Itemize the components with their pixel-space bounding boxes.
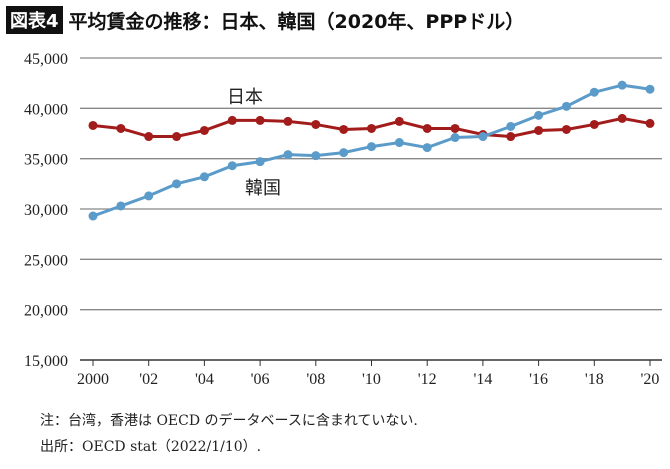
y-tick-label: 25,000	[24, 252, 68, 269]
data-point	[199, 125, 209, 135]
y-tick-label: 40,000	[24, 101, 68, 118]
data-point	[227, 115, 237, 125]
data-point	[367, 142, 376, 152]
data-point	[450, 123, 460, 133]
data-point	[506, 121, 516, 131]
y-tick-label: 45,000	[24, 51, 68, 68]
data-point	[283, 116, 293, 126]
data-point	[561, 124, 571, 134]
x-tick-label: '14	[473, 371, 492, 388]
data-point	[339, 124, 349, 134]
data-point	[283, 150, 293, 160]
data-point	[255, 157, 265, 167]
x-tick-label: '20	[641, 371, 660, 388]
x-tick-label: 2000	[77, 371, 109, 388]
data-point	[339, 148, 349, 158]
x-tick-label: '16	[529, 371, 548, 388]
x-tick-label: '18	[585, 371, 604, 388]
x-tick-label: '10	[362, 371, 381, 388]
data-point	[506, 132, 516, 142]
data-point	[116, 201, 126, 211]
data-point	[617, 113, 627, 123]
data-point	[394, 138, 404, 148]
y-tick-label: 20,000	[24, 303, 68, 320]
note-text: 注：台湾，香港は OECD のデータベースに含まれていない.	[40, 413, 418, 429]
data-point	[534, 125, 544, 135]
data-point	[645, 118, 655, 128]
data-point	[144, 132, 154, 142]
data-point	[227, 161, 237, 171]
data-point	[589, 87, 599, 97]
data-point	[88, 211, 98, 221]
data-point	[561, 101, 571, 111]
data-point	[311, 151, 321, 161]
data-point	[478, 132, 488, 142]
data-point	[534, 110, 544, 120]
y-tick-label: 30,000	[24, 202, 68, 219]
x-tick-label: '02	[139, 371, 158, 388]
x-tick-label: '04	[195, 371, 214, 388]
data-point	[367, 123, 376, 133]
data-point	[172, 179, 182, 189]
x-tick-label: '12	[418, 371, 437, 388]
x-tick-label: '08	[306, 371, 325, 388]
x-tick-label: '06	[251, 371, 270, 388]
data-point	[394, 116, 404, 126]
data-point	[88, 120, 98, 130]
data-point	[645, 84, 655, 94]
y-tick-label: 35,000	[24, 152, 68, 169]
data-point	[589, 119, 599, 129]
title-text: 平均賃金の推移：日本、韓国（2020年、PPPドル）	[68, 10, 525, 33]
data-point	[311, 119, 321, 129]
data-point	[450, 133, 460, 143]
data-point	[199, 172, 209, 182]
data-point	[116, 123, 126, 133]
chart-title: 図表4 平均賃金の推移：日本、韓国（2020年、PPPドル）	[6, 6, 524, 34]
figure-badge: 図表4	[6, 6, 63, 34]
source-text: 出所：OECD stat（2022/1/10）.	[40, 439, 262, 455]
series-label: 日本	[227, 87, 263, 108]
data-point	[617, 80, 627, 90]
data-point	[144, 191, 154, 201]
data-point	[422, 123, 432, 133]
series-label: 韓国	[245, 178, 281, 199]
data-point	[255, 115, 265, 125]
data-point	[172, 132, 182, 142]
y-tick-label: 15,000	[24, 353, 68, 370]
data-point	[422, 143, 432, 153]
